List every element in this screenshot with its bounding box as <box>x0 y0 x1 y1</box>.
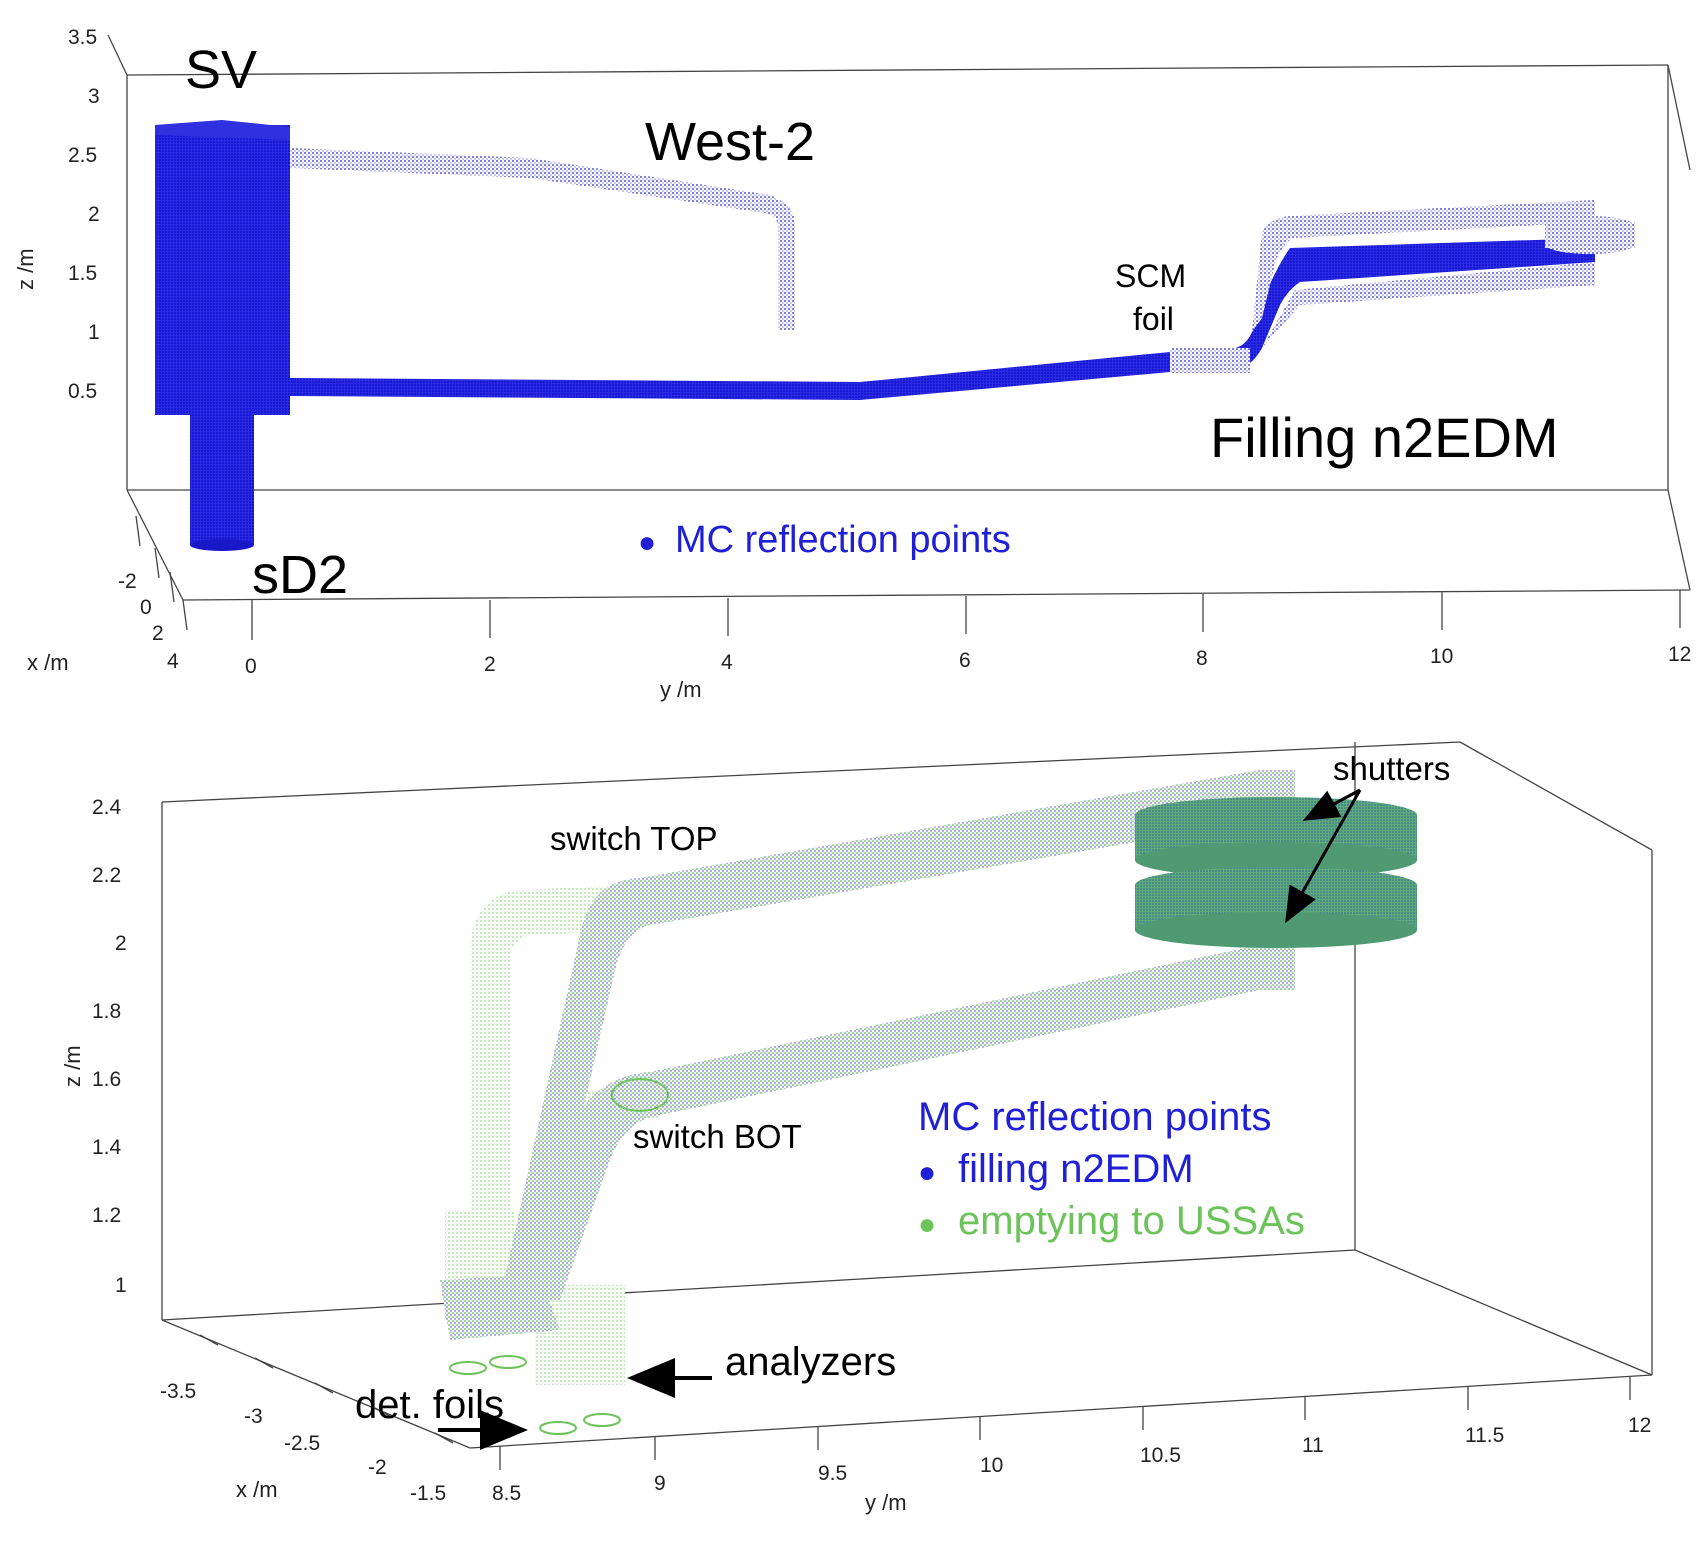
legend-marker-green: ● <box>918 1208 936 1241</box>
west2-label: West-2 <box>645 112 815 172</box>
shutters-label: shutters <box>1333 750 1450 787</box>
y-tick: 9 <box>654 1472 666 1495</box>
y-tick: 11 <box>1302 1434 1324 1457</box>
sd2-cylinder <box>190 400 254 545</box>
switch-top-guide <box>500 770 1295 1300</box>
filling-guide <box>290 238 1595 400</box>
z-axis-label: z /m <box>13 248 38 290</box>
x-tick: -2 <box>118 570 137 593</box>
det-foil-ring <box>489 1355 527 1369</box>
y-axis-label: y /m <box>660 677 702 702</box>
z-tick: 3.5 <box>68 26 97 49</box>
y-tick: 11.5 <box>1465 1424 1504 1447</box>
x-tick: -2 <box>368 1456 387 1479</box>
bottom-y-axis: 8.5 9 9.5 10 10.5 11 11.5 12 y /m <box>492 1376 1651 1515</box>
z-tick: 1.6 <box>92 1068 121 1091</box>
x-tick: 0 <box>140 596 152 619</box>
legend-marker: ● <box>638 526 656 559</box>
x-tick: -2.5 <box>284 1432 320 1455</box>
switch-bot-guide <box>520 945 1295 1300</box>
det-foil-ring <box>583 1413 621 1427</box>
legend-item-emptying: emptying to USSAs <box>958 1199 1305 1243</box>
top-guide-geometry <box>155 120 1635 551</box>
y-tick: 4 <box>721 651 733 674</box>
z-tick: 1.5 <box>68 262 97 285</box>
west2-guide <box>290 148 795 330</box>
z-tick: 1 <box>115 1274 127 1297</box>
switch-bot-label: switch BOT <box>633 1118 802 1155</box>
x-axis-label: x /m <box>236 1477 278 1502</box>
bottom-legend: MC reflection points ● filling n2EDM ● e… <box>918 1095 1305 1243</box>
filling-n2edm-label: Filling n2EDM <box>1210 406 1559 469</box>
y-tick: 2 <box>484 653 496 676</box>
x-tick: -1.5 <box>410 1482 446 1505</box>
y-tick: 10 <box>1430 645 1453 668</box>
sd2-label: sD2 <box>252 545 348 605</box>
bottom-z-axis: 2.4 2.2 2 1.8 1.6 1.4 1.2 1 z /m <box>60 796 127 1297</box>
filling-guide-upper <box>1252 200 1595 332</box>
y-tick: 10.5 <box>1140 1444 1181 1467</box>
z-tick: 2.5 <box>68 144 97 167</box>
bottom-panel: 2.4 2.2 2 1.8 1.6 1.4 1.2 1 z /m 8.5 9 9… <box>60 741 1653 1515</box>
bottom-x-axis: -3.5 -3 -2.5 -2 -1.5 x /m <box>160 1334 454 1505</box>
switch-top-label: switch TOP <box>550 820 718 857</box>
x-axis-label: x /m <box>27 650 69 675</box>
z-tick: 2.4 <box>92 796 122 819</box>
legend-text: MC reflection points <box>675 519 1011 561</box>
x-tick: -3 <box>244 1405 263 1428</box>
sv-volume <box>155 125 290 415</box>
legend-title: MC reflection points <box>918 1095 1271 1139</box>
legend-item-filling: filling n2EDM <box>958 1147 1194 1191</box>
top-y-axis: 0 2 4 6 8 10 12 y /m <box>245 590 1691 702</box>
det-foils-label: det. foils <box>355 1383 504 1427</box>
arrow-shutter-bottom <box>1285 789 1362 924</box>
annotation-arrows <box>438 788 1362 1450</box>
x-tick: -3.5 <box>160 1380 196 1403</box>
legend-marker-blue: ● <box>918 1156 936 1189</box>
y-axis-label: y /m <box>865 1490 907 1515</box>
y-tick: 9.5 <box>818 1462 847 1485</box>
y-tick: 0 <box>245 655 257 678</box>
z-tick: 1.2 <box>92 1204 121 1227</box>
bottom-frame <box>161 741 1653 1449</box>
z-tick: 2 <box>115 932 127 955</box>
z-tick: 0.5 <box>68 380 97 403</box>
x-tick: 4 <box>167 650 179 673</box>
shutters-assembly <box>1135 797 1417 948</box>
arrow-shutter-top <box>1302 788 1361 821</box>
z-tick: 1.8 <box>92 1000 121 1023</box>
sv-label: SV <box>185 40 257 100</box>
y-tick: 12 <box>1628 1414 1651 1437</box>
y-tick: 8.5 <box>492 1482 521 1505</box>
bottom-guide-geometry <box>440 770 1417 1435</box>
z-tick: 2 <box>88 203 100 226</box>
det-foil-ring <box>449 1361 487 1375</box>
y-tick: 6 <box>959 649 971 672</box>
x-tick: 2 <box>152 622 164 645</box>
z-tick: 2.2 <box>92 864 121 887</box>
y-tick: 8 <box>1196 647 1208 670</box>
foil-label: foil <box>1133 301 1174 337</box>
top-panel: 3.5 3 2.5 2 1.5 1 0.5 z /m 0 2 4 6 8 10 … <box>13 26 1691 702</box>
scm-label: SCM <box>1115 258 1186 294</box>
det-foil-ring <box>539 1421 577 1435</box>
y-tick: 12 <box>1668 643 1691 666</box>
z-tick: 1.4 <box>92 1136 122 1159</box>
z-axis-label: z /m <box>60 1045 85 1087</box>
top-x-axis: -2 0 2 4 x /m <box>27 515 188 675</box>
top-z-axis: 3.5 3 2.5 2 1.5 1 0.5 z /m <box>13 26 100 403</box>
z-tick: 3 <box>88 85 100 108</box>
z-tick: 1 <box>88 321 100 344</box>
y-tick: 10 <box>980 1454 1003 1477</box>
top-frame <box>107 34 1691 601</box>
analyzers-label: analyzers <box>725 1340 896 1384</box>
